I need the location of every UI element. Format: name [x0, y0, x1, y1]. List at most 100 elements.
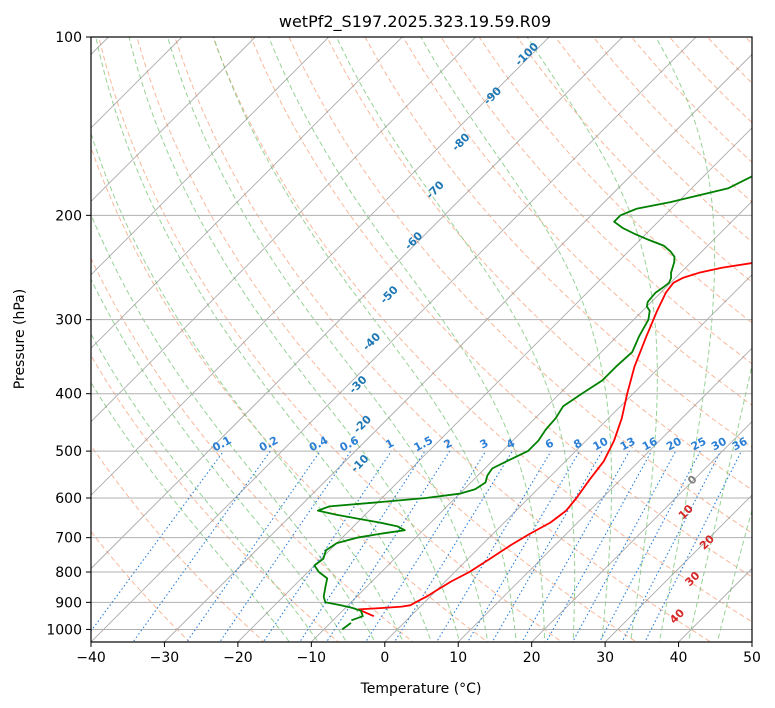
y-tick-label: 200	[55, 208, 82, 224]
x-tick-label: 30	[596, 650, 614, 666]
dry-adiabat-line	[91, 354, 340, 642]
plot-frame	[90, 36, 753, 643]
y-tick-label: 600	[55, 491, 82, 507]
dry-adiabat-line	[250, 37, 752, 578]
dry-adiabat-line	[326, 37, 752, 491]
isotherm-line	[91, 37, 477, 423]
dry-adiabat-line	[91, 257, 414, 642]
x-axis: −40 −30 −20 −10 0 10 20 30 40 50	[76, 642, 761, 666]
isotherm-line	[751, 641, 752, 642]
dry-adiabat-line	[668, 37, 752, 124]
moist-adiabat-line	[167, 37, 489, 642]
isotherm-line	[91, 37, 550, 496]
y-tick-label: 100	[55, 30, 82, 46]
x-tick-label: 0	[380, 650, 389, 666]
dry-adiabat-line	[91, 444, 265, 642]
mixing-ratio-line	[571, 450, 677, 642]
x-tick-label: 50	[743, 650, 761, 666]
y-axis-label: Pressure (hPa)	[12, 289, 28, 389]
isotherm-line	[91, 37, 330, 276]
dry-adiabat-label: -40	[360, 330, 383, 353]
y-tick-label: 500	[55, 444, 82, 460]
dry-adiabat-line	[478, 37, 752, 324]
dry-adiabat-label: -50	[378, 283, 401, 306]
isotherm-line	[0, 10, 62, 654]
dry-adiabat-line	[402, 37, 752, 406]
mixing-ratio-label: 16	[640, 435, 660, 454]
mixing-ratio-line	[299, 450, 426, 642]
moist-adiabat-line	[268, 37, 546, 642]
mixing-ratio-label: 20	[664, 435, 684, 454]
moist-adiabat-line	[95, 37, 432, 642]
y-tick-label: 700	[55, 531, 82, 547]
mixing-ratio-line	[185, 450, 321, 642]
mixing-ratio-label: 4	[504, 436, 517, 451]
dry-adiabat-line	[91, 146, 489, 642]
mixing-ratio-line	[545, 450, 652, 642]
moist-adiabat-line	[687, 362, 752, 642]
moist-adiabat-line	[213, 37, 517, 642]
mixing-ratio-line	[325, 450, 451, 642]
y-tick-label: 1000	[46, 622, 82, 638]
isotherm-line	[237, 127, 752, 642]
mixing-ratio-line	[219, 450, 352, 642]
mixing-ratio-label: 30	[709, 435, 729, 454]
x-tick-label: 20	[523, 650, 541, 666]
moist-adiabat-line	[716, 508, 752, 642]
moist-adiabat-line	[526, 37, 658, 642]
mixing-ratio-label: 3	[478, 436, 491, 451]
y-tick-label: 800	[55, 565, 82, 581]
x-tick-label: −20	[223, 650, 253, 666]
dewpoint-surface-segment	[341, 622, 352, 631]
mixing-ratio-label: 13	[618, 435, 638, 454]
dry-adiabat-label: -60	[402, 229, 425, 252]
x-tick-label: −10	[297, 650, 327, 666]
dry-adiabat-line	[554, 37, 752, 243]
mixing-ratio-line	[521, 450, 630, 642]
mixing-ratio-line	[262, 450, 392, 642]
isotherm-line	[604, 494, 752, 642]
moist-adiabat-line	[91, 278, 348, 642]
dry-adiabat-label: 40	[667, 606, 687, 626]
dry-adiabat-label: 10	[676, 502, 696, 522]
y-axis: 100 200 300 400 500 600 700 800 900 1000	[46, 30, 91, 638]
x-tick-label: 40	[670, 650, 688, 666]
dry-adiabat-line	[440, 37, 752, 365]
mixing-ratio-line	[435, 450, 552, 642]
mixing-ratio-line	[91, 450, 225, 632]
moist-adiabat-line	[420, 37, 613, 642]
dry-adiabat-label: -30	[346, 373, 369, 396]
dewpoint-profile-line	[313, 175, 752, 622]
isotherm-line	[457, 347, 752, 642]
moist-adiabat-line	[91, 333, 319, 642]
x-axis-label: Temperature (°C)	[360, 681, 482, 697]
dry-adiabat-line	[592, 37, 752, 203]
dry-adiabat-line	[771, 24, 775, 654]
background-lines	[0, 10, 775, 654]
x-tick-label: −40	[76, 650, 106, 666]
isotherm-line	[163, 53, 752, 642]
moist-adiabat-line	[91, 131, 404, 642]
y-tick-label: 900	[55, 595, 82, 611]
x-tick-label: 10	[449, 650, 467, 666]
dry-adiabat-line	[630, 37, 752, 163]
mixing-ratio-line	[132, 450, 271, 642]
mixing-ratio-label: 10	[591, 435, 611, 454]
y-tick-label: 400	[55, 387, 82, 403]
mixing-ratio-label: 6	[543, 436, 556, 451]
dry-adiabat-line	[98, 37, 563, 642]
dry-adiabat-label: -10	[348, 452, 371, 475]
dry-adiabat-label: -20	[351, 412, 374, 435]
profile-lines	[313, 175, 752, 631]
isotherm-line	[91, 37, 403, 349]
x-tick-label: −30	[150, 650, 180, 666]
dry-adiabat-line	[364, 37, 752, 448]
isotherm-line	[91, 37, 697, 642]
dry-adiabat-line	[744, 37, 752, 45]
isotherm-line	[91, 37, 183, 129]
mixing-ratio-line	[644, 450, 742, 642]
dry-adiabat-label: 20	[697, 532, 717, 552]
isotherm-line	[677, 567, 752, 642]
isotherm-line	[531, 421, 752, 642]
